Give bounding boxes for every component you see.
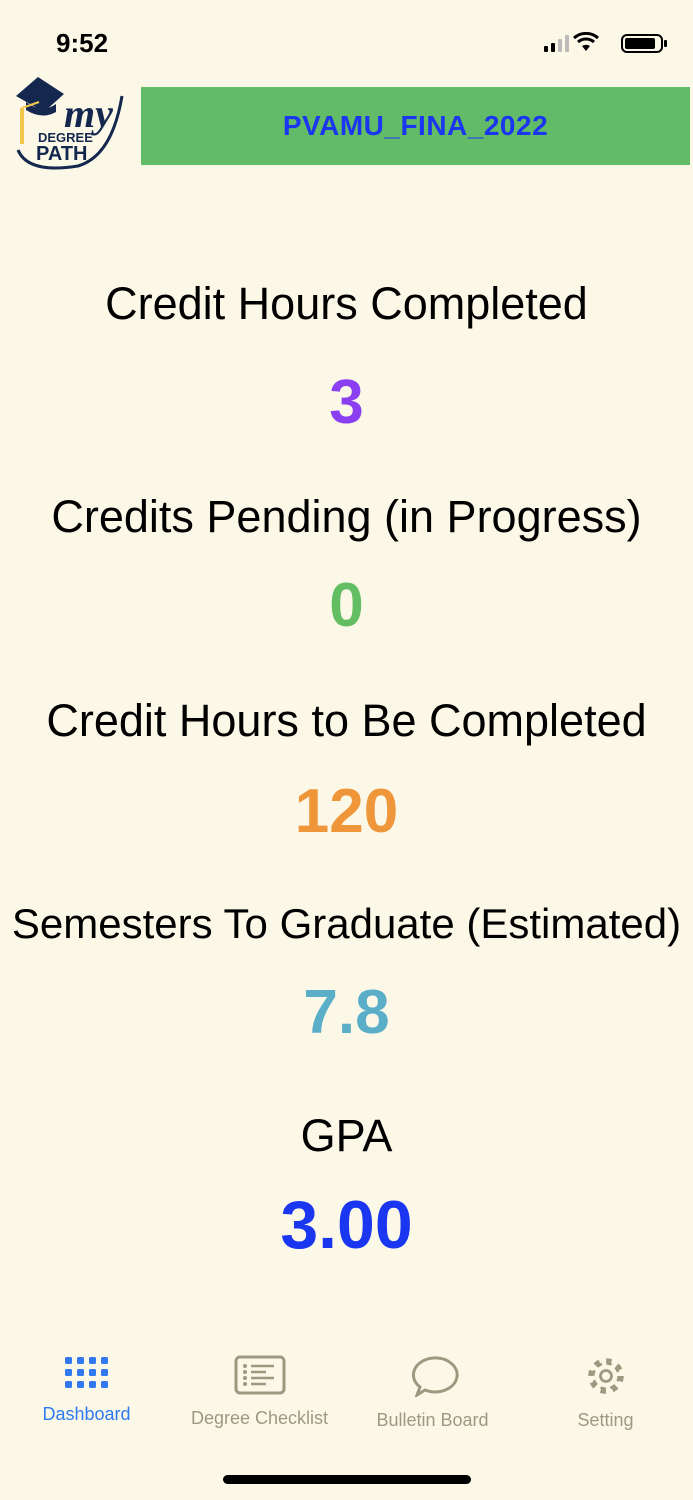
tab-dashboard[interactable]: Dashboard (0, 1355, 173, 1425)
svg-text:my: my (64, 91, 113, 136)
gear-icon (587, 1358, 624, 1394)
status-time: 9:52 (56, 28, 109, 58)
checklist-icon (234, 1355, 285, 1395)
tab-degree-checklist[interactable]: Degree Checklist (173, 1355, 346, 1429)
credit-hours-completed-label: Credit Hours Completed (105, 278, 588, 329)
grid-icon (64, 1357, 108, 1388)
gpa-label: GPA (300, 1110, 393, 1161)
semesters-to-graduate-label: Semesters To Graduate (Estimated) (11, 900, 682, 947)
app-logo: my DEGREE PATH (12, 72, 132, 181)
status-icons (542, 31, 672, 59)
program-banner: PVAMU_FINA_2022 (141, 87, 690, 165)
tab-label: Bulletin Board (376, 1410, 489, 1430)
tab-label: Dashboard (42, 1404, 131, 1424)
tab-label: Degree Checklist (190, 1408, 329, 1428)
credits-pending-value: 0 (329, 571, 364, 640)
home-indicator[interactable] (223, 1475, 471, 1484)
chat-bubble-icon (411, 1356, 459, 1399)
tab-label: Setting (577, 1410, 634, 1430)
semesters-to-graduate-value: 7.8 (303, 978, 390, 1047)
tab-bulletin-board[interactable]: Bulletin Board (346, 1355, 519, 1431)
credit-hours-remaining-label: Credit Hours to Be Completed (46, 695, 647, 746)
program-title: PVAMU_FINA_2022 (282, 110, 549, 141)
svg-text:DEGREE: DEGREE (38, 130, 93, 145)
credit-hours-remaining-value: 120 (294, 777, 399, 846)
tab-setting[interactable]: Setting (519, 1355, 692, 1431)
credit-hours-completed-value: 3 (329, 368, 364, 437)
gpa-value: 3.00 (280, 1187, 413, 1263)
signal-wifi-battery-icon (544, 31, 667, 53)
svg-text:PATH: PATH (36, 143, 87, 165)
credits-pending-label: Credits Pending (in Progress) (51, 491, 642, 542)
